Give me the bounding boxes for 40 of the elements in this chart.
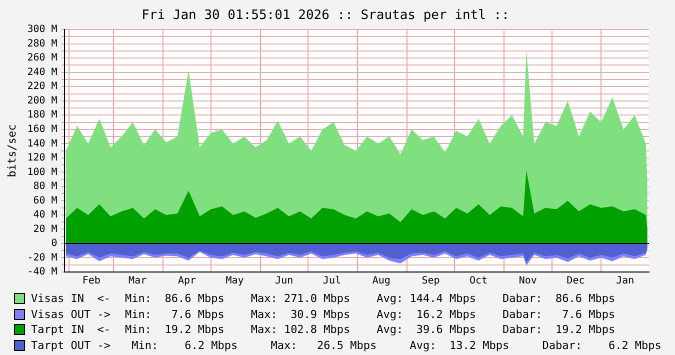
y-tick-label: 220 M bbox=[27, 81, 58, 92]
x-tick-label: Sep bbox=[422, 276, 440, 287]
y-tick-label: 60 M bbox=[33, 195, 58, 206]
x-tick-label: Apr bbox=[178, 276, 196, 287]
x-tick-label: Jun bbox=[275, 276, 294, 287]
y-tick-label: 200 M bbox=[27, 95, 58, 106]
x-tick-label: Jan bbox=[616, 276, 634, 287]
y-tick-label: -40 M bbox=[27, 266, 58, 278]
y-tick-label: 100 M bbox=[27, 166, 58, 178]
y-tick-label: 180 M bbox=[27, 110, 58, 121]
x-tick-label: May bbox=[226, 276, 244, 287]
y-tick-label: -20 M bbox=[27, 252, 58, 264]
x-tick-label: Oct bbox=[470, 276, 488, 287]
y-tick-label: 240 M bbox=[27, 66, 58, 78]
text: Min: 19.2 Mbps Max: 102.8 Mbps Avg: 39.6 Mbps Dabar: 19.2 Mbps bbox=[125, 322, 616, 338]
legend-label: Tarpt IN <- bbox=[31, 322, 112, 338]
legend-label: Visas IN <- bbox=[31, 291, 112, 306]
text: Min: 7.6 Mbps Max: 30.9 Mbps Avg: 16.2 Mbps Dabar: 7.6 Mbps bbox=[125, 306, 616, 322]
x-tick-label: Mar bbox=[128, 276, 147, 287]
y-tick-label: 300 M bbox=[27, 24, 58, 36]
y-tick-label: 80 M bbox=[33, 181, 58, 192]
text: Min: 86.6 Mbps Max: 271.0 Mbps Avg: 144.4 Mbps Dabar: 86.6 Mbps bbox=[125, 291, 616, 306]
x-tick-label: Aug bbox=[372, 276, 390, 287]
text: Min: 6.2 Mbps Max: 26.5 Mbps Avg: 13.2 Mbps Dabar: 6.2 Mbps bbox=[130, 338, 662, 353]
x-tick-label: Dec bbox=[566, 276, 585, 287]
y-tick-label: 140 M bbox=[27, 138, 58, 150]
y-tick-label: 160 M bbox=[27, 124, 58, 136]
y-tick-label: 0 bbox=[51, 238, 58, 250]
chart-title: Fri Jan 30 01:55:01 2026 :: Srautas per intl :: bbox=[142, 8, 510, 24]
y-axis-title: bits/sec bbox=[5, 124, 18, 178]
x-tick-label: Nov bbox=[518, 276, 537, 287]
y-tick-label: 20 M bbox=[33, 224, 58, 235]
y-tick-label: 120 M bbox=[27, 152, 58, 164]
y-tick-label: 280 M bbox=[27, 38, 58, 50]
y-tick-label: 260 M bbox=[27, 52, 58, 64]
x-tick-label: Feb bbox=[82, 276, 100, 287]
x-tick-label: Jul bbox=[322, 276, 341, 287]
legend-label: Tarpt OUT -> bbox=[31, 338, 112, 353]
legend-label: Visas OUT -> bbox=[31, 306, 112, 322]
y-tick-label: 40 M bbox=[33, 210, 58, 221]
